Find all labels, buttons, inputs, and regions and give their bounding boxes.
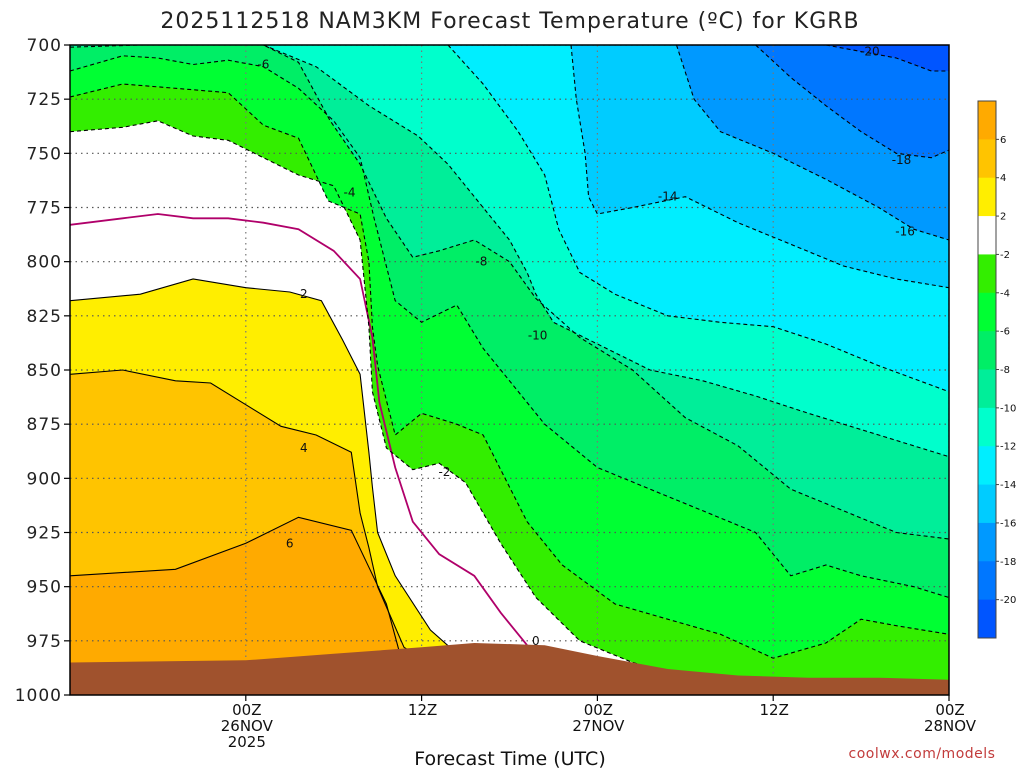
isotherm--2 [70,120,949,685]
colorbar-label--16: -16 [1000,518,1016,529]
y-tick-label-850: 850 [27,361,62,381]
colorbar-label--4: -4 [1000,288,1010,299]
x-tick-label-30-0: 12Z [760,701,789,719]
y-tick-label-950: 950 [27,578,62,598]
colorbar-bin--20 [978,561,996,601]
y-tick-label-800: 800 [27,253,62,273]
isotherm-label--4: -4 [344,185,356,199]
x-tick-label-0-1: 26NOV [221,717,274,735]
isotherm-label--2: -2 [438,465,450,479]
credit-text[interactable]: coolwx.com/models [849,746,996,762]
isotherm--6 [70,55,949,599]
x-tick-label-0-0: 00Z [232,701,261,719]
colorbar-label--20: -20 [1000,595,1016,606]
y-tick-label-975: 975 [27,632,62,652]
isotherm-2 [70,278,475,670]
x-tick-label-10-0: 12Z [408,701,437,719]
x-tick-label-20-1: 27NOV [572,717,625,735]
ground-layer [70,643,949,695]
y-tick-label-1000: 1000 [15,686,62,706]
ground-surface [70,643,949,695]
isotherm-label--18: -18 [892,153,912,167]
grid-lines [70,45,949,695]
isotherm-6 [70,516,405,670]
colorbar-label--18: -18 [1000,557,1016,568]
temperature-fill-layer [70,45,949,695]
colorbar-label--14: -14 [1000,480,1016,491]
colorbar-label-4: 4 [1000,173,1006,184]
colorbar-bin-4 [978,139,996,179]
isotherm-label--14: -14 [658,190,678,204]
isotherm-label--8: -8 [475,255,487,269]
colorbar-bin--16 [978,484,996,524]
isotherm-label-6: 6 [286,536,294,550]
colorbar-bin--12 [978,407,996,447]
isotherm-0 [70,213,528,646]
x-tick-label-40-1: 28NOV [924,717,977,735]
colorbar-label-2: 2 [1000,212,1006,223]
isotherm-4 [70,369,440,670]
isotherm-label--16: -16 [895,224,915,238]
y-tick-label-750: 750 [27,144,62,164]
y-tick-label-925: 925 [27,524,62,544]
colorbar-label--10: -10 [1000,403,1016,414]
y-tick-label-725: 725 [27,90,62,110]
isotherm-label-0: 0 [532,634,540,648]
colorbar-bin--2 [978,216,996,255]
isotherm--16 [675,45,949,241]
y-axis: 700 725 750 775 800 825 850 875 900 925 950 975 1000 [15,36,70,706]
fill-below--18 [455,45,949,158]
colorbar-bin--18 [978,522,996,562]
colorbar-label--8: -8 [1000,365,1010,376]
isotherm--14 [570,45,949,289]
fill-below--20 [525,45,949,71]
colorbar-label--2: -2 [1000,250,1010,261]
y-tick-label-900: 900 [27,469,62,489]
x-tick-label-40-0: 00Z [935,701,964,719]
colorbar-bin-2 [978,177,996,217]
colorbar-bin--6 [978,292,996,332]
isotherm-label-2: 2 [300,287,308,301]
colorbar-bin-6 [978,101,996,140]
colorbar-label--6: -6 [1000,327,1010,338]
isotherm--18 [755,45,949,159]
y-tick-label-825: 825 [27,307,62,327]
fill-below--16 [376,45,949,240]
chart-title: 2025112518 NAM3KM Forecast Temperature (… [160,9,859,34]
x-tick-label-20-0: 00Z [584,701,613,719]
isotherm-label--20: -20 [860,45,880,59]
isotherm--12 [447,45,949,393]
y-tick-label-700: 700 [27,36,62,56]
isotherm--20 [825,45,949,72]
x-axis-label: Forecast Time (UTC) [414,748,605,768]
x-tick-label-0-2: 2025 [228,733,266,751]
colorbar-bin--14 [978,446,996,486]
colorbar-bin--22 [978,599,996,639]
y-tick-label-875: 875 [27,415,62,435]
isotherm-label-4: 4 [300,441,308,455]
isotherm-label--10: -10 [528,328,548,342]
colorbar-bin--8 [978,331,996,370]
y-tick-label-775: 775 [27,199,62,219]
isotherm--4 [70,83,949,659]
isotherm-contour-layer: 6 4 2 0 -2 -4 -6 -8 -10 -14 -16 -18 -20 [70,45,949,685]
isotherm--10 [263,45,949,458]
isotherm-label--6: -6 [257,58,269,72]
colorbar-label-6: 6 [1000,135,1006,146]
isotherm--8 [70,45,949,540]
colorbar-bin--10 [978,369,996,409]
colorbar-label--12: -12 [1000,442,1016,453]
colorbar-bin--4 [978,254,996,294]
colorbar: 6 4 2 -2 -4 -6 -8 -10 -12 -14 -16 -18 -20 [977,100,1016,639]
